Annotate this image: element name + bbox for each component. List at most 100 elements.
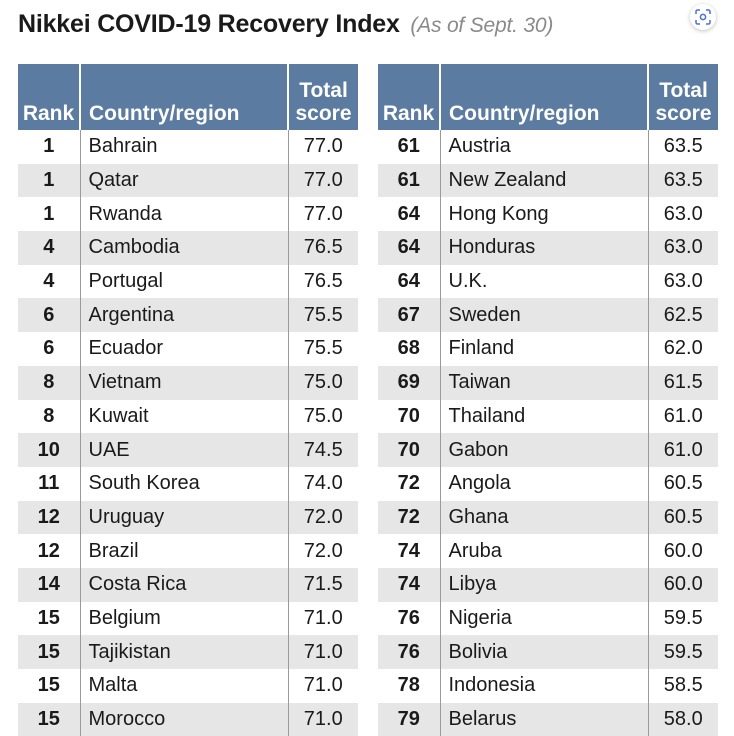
rank-cell: 76 (378, 635, 441, 669)
table-header-row: Rank Country/region Total score (378, 64, 718, 130)
score-cell: 71.0 (288, 669, 358, 703)
score-cell: 76.5 (288, 264, 358, 299)
rank-cell: 12 (18, 534, 81, 568)
score-cell: 77.0 (288, 130, 358, 164)
rank-cell: 78 (378, 669, 441, 703)
country-cell: Thailand (440, 399, 649, 434)
table-row: 1 Bahrain 77.0 (18, 130, 358, 164)
table-row: 64 Hong Kong 63.0 (378, 197, 718, 232)
country-cell: Honduras (440, 231, 649, 265)
table-row: 8 Vietnam 75.0 (18, 365, 358, 400)
table-row: 64 U.K. 63.0 (378, 264, 718, 299)
country-cell: Bahrain (80, 130, 289, 164)
rank-cell: 15 (18, 669, 81, 703)
table-row: 1 Rwanda 77.0 (18, 197, 358, 232)
country-cell: New Zealand (440, 163, 649, 198)
score-cell: 60.5 (648, 466, 718, 501)
table-row: 15 Tajikistan 71.0 (18, 635, 358, 669)
table-row: 4 Portugal 76.5 (18, 264, 358, 299)
score-cell: 75.5 (288, 298, 358, 333)
rank-cell: 64 (378, 197, 441, 232)
table-row: 70 Thailand 61.0 (378, 399, 718, 434)
score-cell: 71.0 (288, 702, 358, 736)
table-row: 11 South Korea 74.0 (18, 466, 358, 501)
title-date-note: (As of Sept. 30) (410, 14, 554, 37)
country-cell: Malta (80, 669, 289, 703)
rank-cell: 61 (378, 130, 441, 164)
score-cell: 71.0 (288, 601, 358, 636)
rank-cell: 8 (18, 399, 81, 434)
score-header-line2: score (295, 102, 352, 125)
rank-cell: 68 (378, 332, 441, 366)
country-cell: Ghana (440, 500, 649, 535)
score-cell: 61.0 (648, 399, 718, 434)
table-row: 14 Costa Rica 71.5 (18, 567, 358, 602)
country-cell: Kuwait (80, 399, 289, 434)
country-cell: Argentina (80, 298, 289, 333)
score-cell: 63.5 (648, 130, 718, 164)
score-cell: 59.5 (648, 601, 718, 636)
rank-cell: 74 (378, 567, 441, 602)
country-cell: Taiwan (440, 365, 649, 400)
country-cell: Brazil (80, 534, 289, 568)
rank-cell: 74 (378, 534, 441, 568)
table-row: 15 Malta 71.0 (18, 669, 358, 703)
rank-cell: 6 (18, 298, 81, 333)
country-cell: Tajikistan (80, 635, 289, 669)
country-cell: Portugal (80, 264, 289, 299)
rank-cell: 69 (378, 365, 441, 400)
country-cell: Finland (440, 332, 649, 366)
score-cell: 75.0 (288, 399, 358, 434)
table-row: 64 Honduras 63.0 (378, 231, 718, 265)
table-row: 61 New Zealand 63.5 (378, 163, 718, 198)
country-cell: Cambodia (80, 231, 289, 265)
score-cell: 74.5 (288, 433, 358, 467)
score-cell: 74.0 (288, 466, 358, 501)
ranking-table-right: Rank Country/region Total score 61 Austri… (378, 64, 718, 736)
rank-cell: 10 (18, 433, 81, 467)
ranking-table-left: Rank Country/region Total score 1 Bahrain… (18, 64, 358, 736)
rank-cell: 6 (18, 332, 81, 366)
score-cell: 77.0 (288, 163, 358, 198)
table-row: 79 Belarus 58.0 (378, 702, 718, 736)
table-row: 15 Morocco 71.0 (18, 702, 358, 736)
image-search-button[interactable] (690, 4, 716, 30)
score-column-header: Total score (648, 64, 718, 130)
score-cell: 60.5 (648, 500, 718, 535)
rank-cell: 67 (378, 298, 441, 333)
rank-cell: 12 (18, 500, 81, 535)
score-cell: 58.0 (648, 702, 718, 736)
country-cell: Ecuador (80, 332, 289, 366)
rank-cell: 8 (18, 365, 81, 400)
table-row: 15 Belgium 71.0 (18, 601, 358, 636)
rank-column-header: Rank (18, 64, 81, 130)
table-row: 74 Libya 60.0 (378, 567, 718, 602)
country-cell: UAE (80, 433, 289, 467)
country-cell: Angola (440, 466, 649, 501)
rank-cell: 1 (18, 130, 81, 164)
country-cell: Nigeria (440, 601, 649, 636)
country-cell: Morocco (80, 702, 289, 736)
score-cell: 63.0 (648, 264, 718, 299)
table-row: 61 Austria 63.5 (378, 130, 718, 164)
rank-column-header: Rank (378, 64, 441, 130)
country-cell: Sweden (440, 298, 649, 333)
country-cell: Uruguay (80, 500, 289, 535)
image-search-icon (695, 9, 711, 25)
score-cell: 72.0 (288, 534, 358, 568)
rank-cell: 64 (378, 231, 441, 265)
rank-cell: 15 (18, 635, 81, 669)
rank-cell: 15 (18, 601, 81, 636)
country-column-header: Country/region (440, 64, 649, 130)
score-cell: 63.0 (648, 197, 718, 232)
country-cell: Hong Kong (440, 197, 649, 232)
rank-cell: 61 (378, 163, 441, 198)
table-row: 1 Qatar 77.0 (18, 163, 358, 198)
country-cell: South Korea (80, 466, 289, 501)
table-row: 12 Uruguay 72.0 (18, 500, 358, 535)
score-cell: 61.0 (648, 433, 718, 467)
rank-cell: 4 (18, 264, 81, 299)
table-row: 72 Angola 60.5 (378, 466, 718, 501)
score-cell: 61.5 (648, 365, 718, 400)
country-cell: Aruba (440, 534, 649, 568)
